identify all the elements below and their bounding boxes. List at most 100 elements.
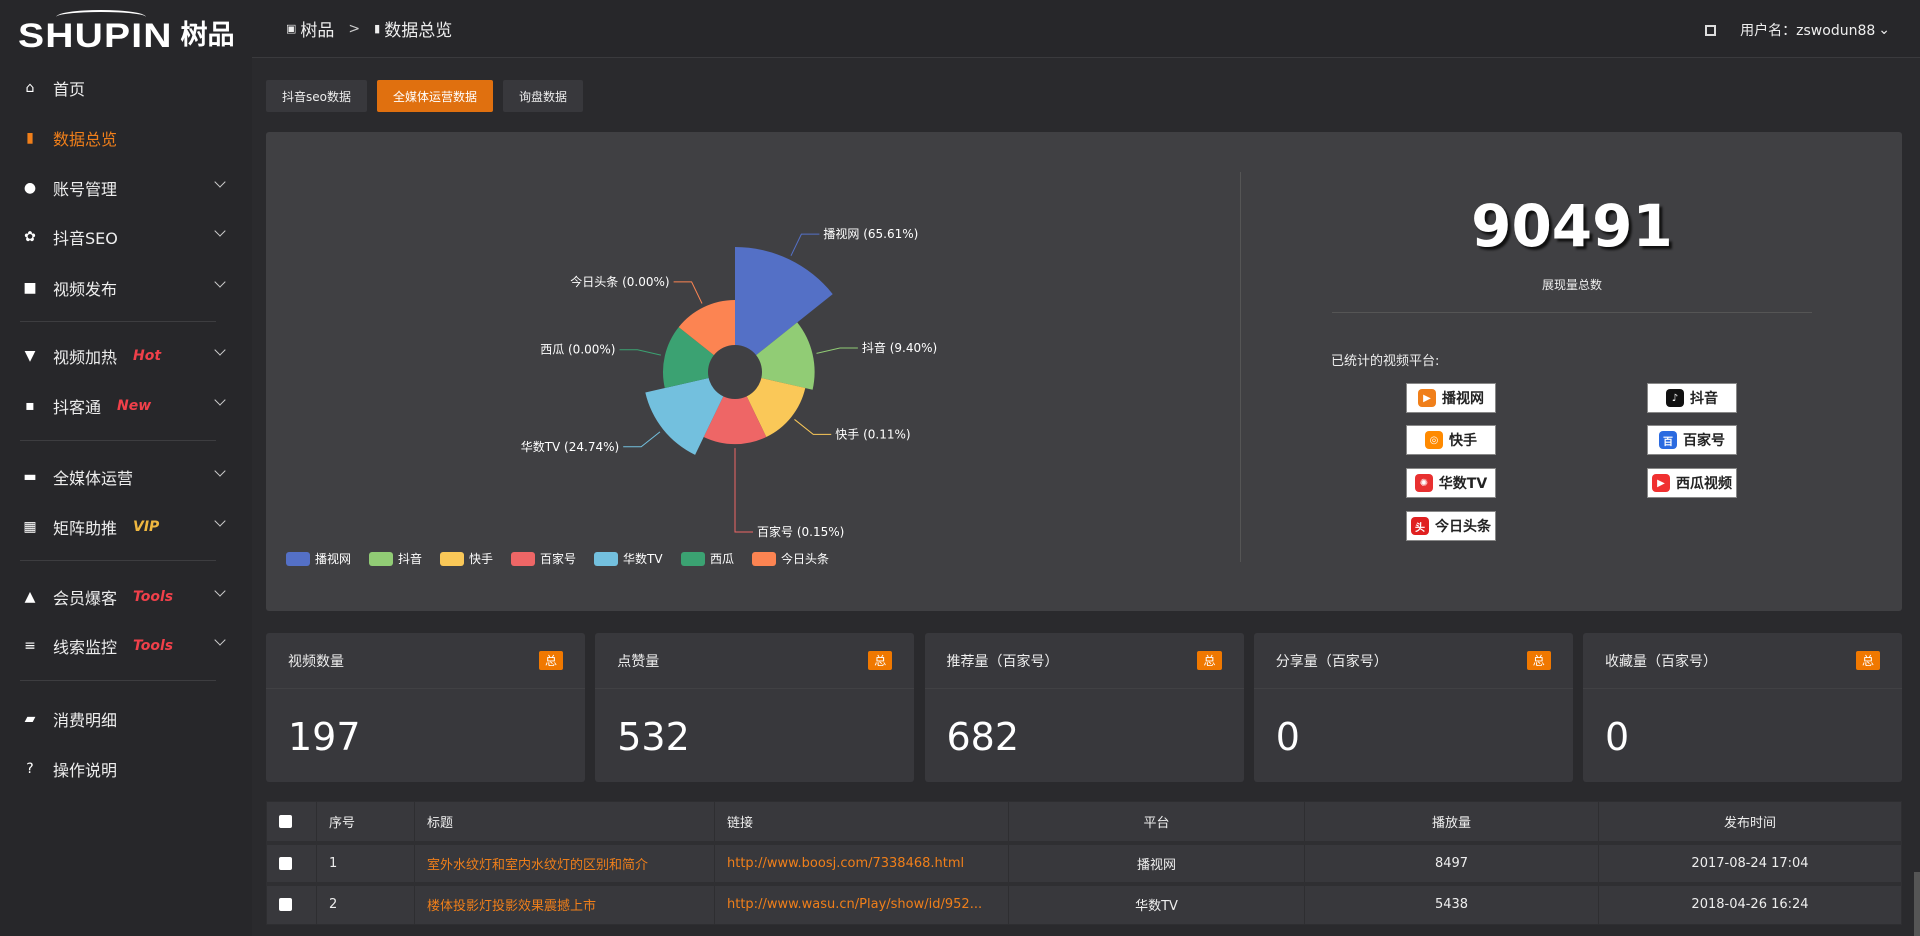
logo-text: SHUPIN — [18, 17, 173, 55]
chevron-down-icon[interactable] — [214, 225, 226, 237]
breadcrumb-home[interactable]: 树品 — [300, 21, 335, 41]
sidebar-item-12[interactable]: ? 操作说明 — [0, 747, 252, 791]
sidebar-item-5[interactable]: ▼ 视频加热 Hot — [0, 334, 252, 378]
sidebar-item-1[interactable]: ▮ 数据总览 — [0, 116, 252, 160]
rose-slice-1[interactable] — [756, 322, 815, 390]
chevron-down-icon[interactable] — [214, 515, 226, 527]
cell-index: 1 — [316, 840, 415, 884]
col-index[interactable]: 序号 — [316, 801, 415, 843]
legend-label[interactable]: 抖音 — [398, 551, 422, 566]
user-menu[interactable]: 用户名：zswodun88 ⌄ — [1705, 20, 1890, 40]
cell-link[interactable]: http://www.wasu.cn/Play/show/id/952... — [714, 881, 1009, 925]
sidebar-item-label: 首页 — [53, 80, 86, 99]
select-all-checkbox[interactable] — [266, 801, 317, 843]
platform-logo: ▶ 西瓜视频 — [1647, 468, 1737, 498]
sidebar-item-3[interactable]: ✿ 抖音SEO — [0, 215, 252, 259]
rose-slice-6[interactable] — [678, 300, 735, 356]
sidebar-item-8[interactable]: ▦ 矩阵助推 VIP — [0, 505, 252, 549]
rose-slice-4[interactable] — [645, 378, 724, 455]
stat-card: 分享量（百家号） 总 0 — [1253, 633, 1573, 782]
col-plays[interactable]: 播放量 — [1304, 801, 1599, 843]
legend-label[interactable]: 今日头条 — [781, 551, 829, 566]
sidebar-item-11[interactable]: ▰ 消费明细 — [0, 697, 252, 741]
row-checkbox[interactable] — [266, 881, 317, 925]
platform-logo: ✺ 华数TV — [1406, 468, 1496, 498]
legend-label[interactable]: 百家号 — [540, 551, 576, 566]
legend-label[interactable]: 西瓜 — [710, 552, 734, 566]
label-leader-line — [619, 349, 662, 356]
legend-swatch[interactable] — [594, 552, 618, 566]
cell-title[interactable]: 楼体投影灯投影效果震撼上市 — [414, 881, 715, 925]
bar-chart-icon: ▮ — [374, 22, 381, 35]
stat-title: 收藏量（百家号） — [1605, 653, 1717, 670]
legend-swatch[interactable] — [369, 552, 393, 566]
col-title[interactable]: 标题 — [414, 801, 715, 843]
rose-slice-3[interactable] — [703, 396, 767, 445]
chevron-down-icon[interactable] — [214, 634, 226, 646]
legend-label[interactable]: 播视网 — [315, 551, 351, 566]
chevron-down-icon[interactable] — [214, 465, 226, 477]
chevron-down-icon[interactable] — [214, 276, 226, 288]
stat-value: 682 — [946, 715, 1020, 759]
sidebar-item-label: 账号管理 — [53, 180, 118, 199]
sidebar-item-9[interactable]: ▲ 会员爆客 Tools — [0, 575, 252, 619]
legend-label[interactable]: 华数TV — [623, 551, 663, 566]
label-leader-line — [816, 347, 858, 354]
label-leader-line — [673, 281, 703, 304]
legend-swatch[interactable] — [752, 552, 776, 566]
sidebar-item-tag: New — [117, 398, 152, 414]
sidebar-item-7[interactable]: ▬ 全媒体运营 — [0, 455, 252, 499]
col-platform[interactable]: 平台 — [1008, 801, 1305, 843]
legend-swatch[interactable] — [440, 552, 464, 566]
scrollbar[interactable] — [1914, 872, 1920, 936]
rose-slice-5[interactable] — [663, 327, 714, 389]
chevron-down-icon[interactable] — [214, 394, 226, 406]
sidebar-item-tag: Hot — [133, 348, 162, 364]
platform-logo-text: 播视网 — [1442, 391, 1484, 407]
chevron-down-icon[interactable] — [214, 344, 226, 356]
breadcrumb: ▣ 树品 > ▮ 数据总览 — [286, 16, 452, 42]
sidebar-item-label: 抖客通 — [53, 398, 102, 417]
tab-all-media[interactable]: 全媒体运营数据 — [376, 80, 493, 112]
rose-slice-2[interactable] — [746, 378, 806, 437]
legend-swatch[interactable] — [286, 552, 310, 566]
logo-cn: 树品 — [180, 20, 235, 51]
rose-pie-chart: 播视网 (65.61%) 抖音 (9.40%) 快手 (0.11%) 百家号 (0.1… — [286, 226, 937, 566]
cell-title[interactable]: 室外水纹灯和室内水纹灯的区别和简介 — [414, 840, 715, 884]
logo[interactable]: SHUPIN 树品 — [18, 10, 235, 55]
table-row[interactable]: 2 楼体投影灯投影效果震撼上市 http://www.wasu.cn/Play/… — [266, 881, 1902, 925]
sidebar-item-6[interactable]: ▪ 抖客通 New — [0, 384, 252, 428]
label-leader-line — [734, 448, 753, 533]
rose-slice-0[interactable] — [735, 247, 833, 356]
col-published[interactable]: 发布时间 — [1598, 801, 1902, 843]
logo-arc — [56, 10, 146, 24]
sidebar-item-10[interactable]: ≡ 线索监控 Tools — [0, 624, 252, 668]
table-row[interactable]: 1 室外水纹灯和室内水纹灯的区别和简介 http://www.boosj.com… — [266, 840, 1902, 884]
col-link[interactable]: 链接 — [714, 801, 1009, 843]
tab-inquiry[interactable]: 询盘数据 — [503, 80, 584, 112]
sidebar-item-2[interactable]: ● 账号管理 — [0, 166, 252, 210]
slice-label: 华数TV (24.74%) — [521, 439, 619, 454]
label-leader-line — [623, 431, 661, 448]
legend-swatch[interactable] — [511, 552, 535, 566]
sidebar-item-4[interactable]: ■ 视频发布 — [0, 266, 252, 310]
fullscreen-icon[interactable] — [1705, 24, 1717, 36]
legend-swatch[interactable] — [681, 552, 705, 566]
username[interactable]: 用户名：zswodun88 — [1740, 23, 1876, 39]
platform-logo-icon: ♪ — [1666, 389, 1684, 407]
sidebar-item-tag: VIP — [133, 519, 160, 535]
cell-link[interactable]: http://www.boosj.com/7338468.html — [714, 840, 1009, 884]
cell-platform: 播视网 — [1008, 840, 1305, 884]
platform-logo-icon: ✺ — [1414, 474, 1433, 492]
chevron-down-icon[interactable] — [214, 585, 226, 597]
chevron-down-icon[interactable] — [214, 176, 226, 188]
tab-douyin-seo[interactable]: 抖音seo数据 — [266, 80, 367, 112]
legend-label[interactable]: 快手 — [469, 552, 493, 566]
row-checkbox[interactable] — [266, 840, 317, 884]
sidebar-item-label: 全媒体运营 — [53, 469, 134, 488]
platform-logo-text: 华数TV — [1438, 476, 1488, 492]
sidebar-item-0[interactable]: ⌂ 首页 — [0, 66, 252, 110]
total-badge: 总 — [538, 651, 563, 670]
stat-value: 0 — [1605, 715, 1630, 759]
sidebar-item-label: 线索监控 — [53, 638, 118, 657]
